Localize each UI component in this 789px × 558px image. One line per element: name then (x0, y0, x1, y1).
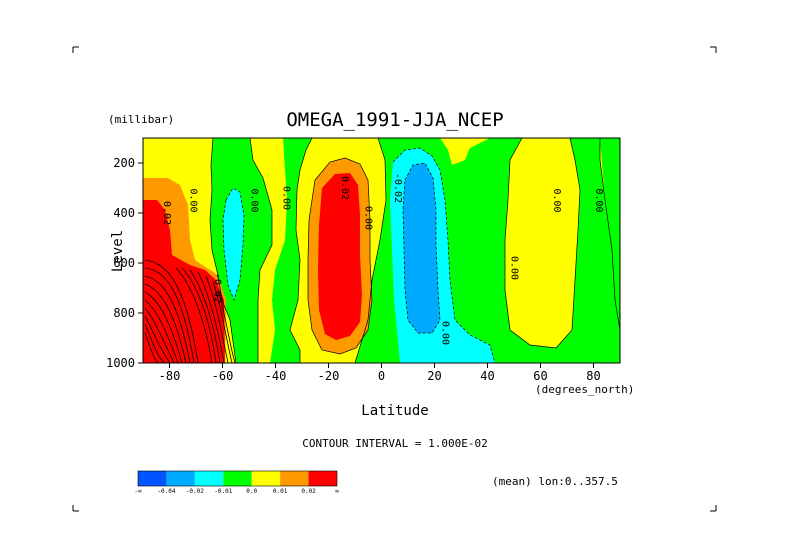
x-axis: -80 -60 -40 -20 0 20 40 60 80 (159, 363, 601, 383)
contour-label: 0.00 (188, 188, 199, 212)
contour-label: 0.02 (339, 176, 350, 200)
colorbar-swatch (138, 471, 167, 486)
colorbar-label: -0.02 (186, 488, 204, 495)
colorbar-label: -0.04 (157, 488, 175, 495)
colorbar-swatch (194, 471, 224, 486)
y-axis-label: Level (110, 230, 126, 272)
plot-area: 0.02 0.00 -0.02 0.00 0.00 0.02 0.00 -0.02 0.00 0.… (143, 138, 620, 363)
x-tick-label: 20 (427, 369, 441, 383)
contour-label: 0.00 (508, 256, 519, 280)
colorbar-frame (137, 470, 338, 487)
colorbar-label: ∞ (335, 488, 339, 495)
region-green-central (270, 138, 312, 363)
colorbar-swatch (251, 471, 281, 486)
x-tick-label: 0 (378, 369, 385, 383)
colorbar-swatch (280, 471, 309, 486)
x-tick-label: -40 (265, 369, 287, 383)
contour-label: 0.00 (439, 321, 450, 345)
contour-label: 0.00 (280, 186, 291, 210)
colorbar: -∞ -0.04 -0.02 -0.01 0.0 0.01 0.02 ∞ (134, 470, 339, 495)
region-cyan-southern-band (223, 188, 244, 300)
region-green-right-edge (600, 138, 620, 363)
colorbar-label: -0.01 (214, 488, 232, 495)
colorbar-swatch (223, 471, 252, 486)
contour-label: 0.02 (161, 201, 172, 225)
contour-label-layer: 0.02 0.00 -0.02 0.00 0.00 0.02 0.00 -0.02 0.00 0.… (161, 173, 604, 345)
contour-label: 0.00 (551, 188, 562, 212)
contour-label: 0.00 (593, 188, 604, 212)
y-tick-label: 1000 (106, 356, 135, 370)
contour-label: 0.00 (363, 206, 374, 230)
x-tick-label: -20 (318, 369, 340, 383)
colorbar-label: 0.01 (273, 488, 288, 495)
x-axis-label: Latitude (361, 403, 428, 419)
x-tick-label: 40 (480, 369, 494, 383)
chart-title: OMEGA_1991-JJA_NCEP (286, 109, 503, 131)
y-tick-label: 200 (113, 156, 135, 170)
mean-longitude-note: (mean) lon:0..357.5 (492, 475, 618, 488)
colorbar-label: -∞ (134, 488, 142, 495)
x-units: (degrees_north) (535, 383, 634, 396)
colorbar-label: 0.0 (246, 488, 257, 495)
contour-label: -0.02 (212, 273, 223, 303)
x-tick-label: -60 (212, 369, 234, 383)
y-units: (millibar) (108, 113, 174, 126)
region-red-south-polar (143, 200, 225, 363)
contour-label: -0.02 (392, 173, 403, 203)
x-tick-label: -80 (159, 369, 181, 383)
y-tick-label: 800 (113, 306, 135, 320)
x-tick-label: 60 (533, 369, 547, 383)
y-tick-label: 400 (113, 206, 135, 220)
y-axis: 200 400 600 800 1000 (106, 156, 143, 370)
colorbar-swatch (308, 471, 337, 486)
colorbar-label: 0.02 (301, 488, 316, 495)
y-tick-label: 600 (113, 256, 135, 270)
dense-contours (144, 259, 236, 363)
region-red-subtropical (318, 173, 362, 340)
colorbar-swatch (166, 471, 195, 486)
contour-interval-note: CONTOUR INTERVAL = 1.000E-02 (302, 437, 487, 450)
x-tick-label: 80 (586, 369, 600, 383)
corner-marks (72, 46, 717, 512)
region-lightblue-equatorial (403, 163, 440, 333)
contour-outlines (209, 138, 620, 363)
contour-label: 0.00 (249, 188, 260, 212)
